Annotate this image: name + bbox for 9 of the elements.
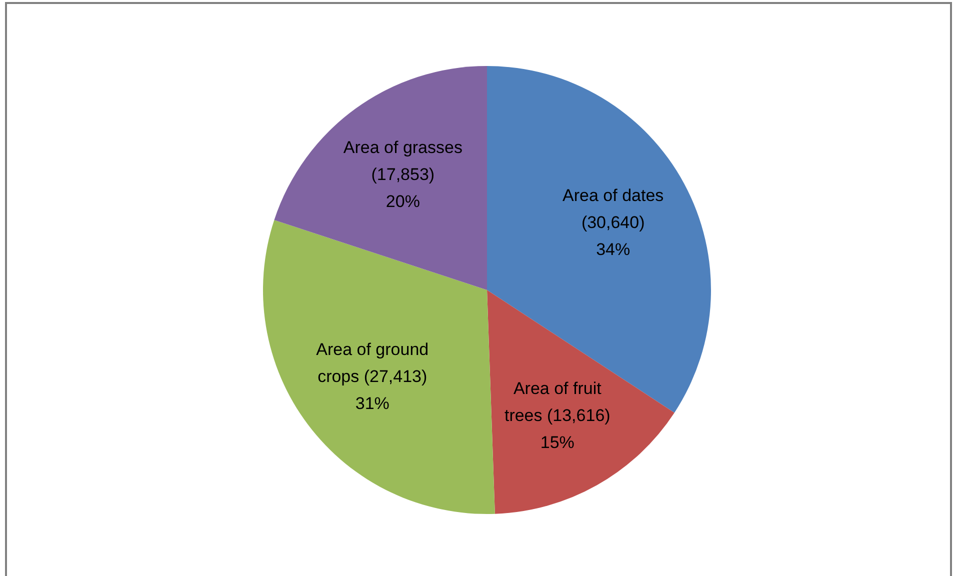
slice-label: Area of ground crops (27,413) 31%	[316, 340, 429, 413]
pie-slice	[263, 220, 495, 514]
pie-slice	[487, 290, 674, 514]
data-label: (17,853) 20%	[371, 164, 435, 210]
data-label: (30,640) 34%	[581, 212, 645, 258]
slice-label: Area of fruit trees (13,616) 15%	[504, 378, 610, 452]
pie-slice	[274, 66, 487, 290]
slice-label: Area of grasses	[343, 137, 462, 156]
slice-label: Area of dates	[562, 185, 664, 204]
